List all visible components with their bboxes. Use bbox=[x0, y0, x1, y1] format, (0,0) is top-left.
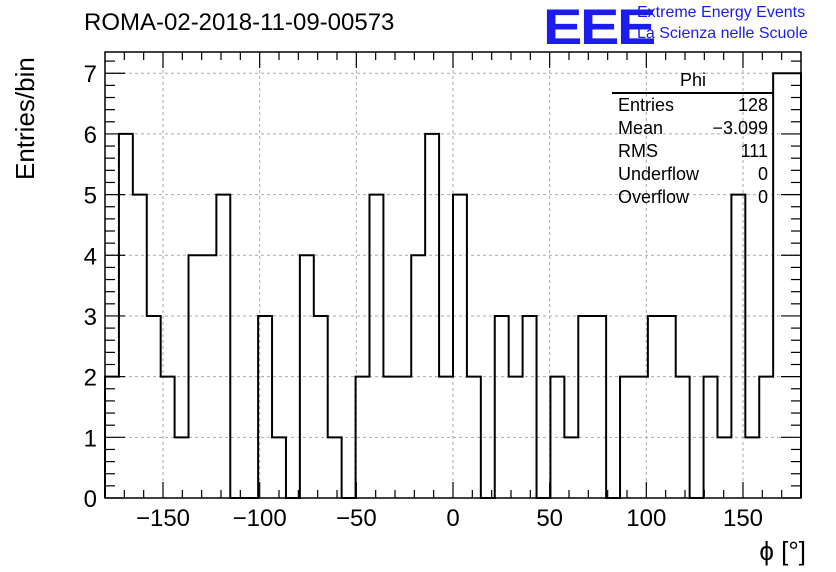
histogram-line bbox=[104, 72, 802, 499]
axis-ticks bbox=[105, 52, 801, 499]
stats-label: RMS bbox=[618, 141, 658, 161]
y-tick-label: 0 bbox=[84, 486, 97, 513]
stats-name: Phi bbox=[612, 70, 774, 94]
logo-line-1: Extreme Energy Events bbox=[637, 4, 806, 21]
x-tick-label: −100 bbox=[233, 505, 287, 532]
stats-box: Phi Entries 128 Mean −3.099 RMS 111 Underfl… bbox=[612, 70, 774, 209]
stats-row: Entries 128 bbox=[612, 94, 774, 117]
stats-row: Overflow 0 bbox=[612, 186, 774, 209]
x-tick-label: 100 bbox=[626, 505, 666, 532]
stats-value: 0 bbox=[757, 164, 768, 184]
y-tick-label: 4 bbox=[84, 243, 97, 270]
stats-value: 0 bbox=[757, 187, 768, 207]
x-axis-label: ϕ [°] bbox=[759, 536, 806, 566]
x-tick-label: 0 bbox=[446, 505, 459, 532]
y-tick-label: 3 bbox=[84, 304, 97, 331]
stats-row: RMS 111 bbox=[612, 140, 774, 163]
stats-value: 111 bbox=[740, 141, 768, 161]
chart-title: ROMA-02-2018-11-09-00573 bbox=[84, 9, 395, 36]
logo-line-2: La Scienza nelle Scuole bbox=[637, 25, 808, 42]
stats-label: Underflow bbox=[618, 164, 700, 184]
y-tick-labels: 0 1 2 3 4 5 6 7 bbox=[84, 61, 97, 513]
x-tick-label: 50 bbox=[536, 505, 563, 532]
y-tick-label: 1 bbox=[84, 425, 97, 452]
stats-label: Mean bbox=[618, 118, 664, 138]
y-axis-label: Entries/bin bbox=[10, 57, 40, 180]
stats-label: Entries bbox=[618, 95, 675, 115]
x-tick-label: −50 bbox=[336, 505, 377, 532]
stats-value: −3.099 bbox=[712, 118, 768, 138]
x-tick-labels: −150 −100 −50 0 50 100 150 bbox=[136, 505, 763, 532]
plot-frame bbox=[104, 51, 802, 499]
y-tick-label: 5 bbox=[84, 183, 97, 210]
x-tick-label: 150 bbox=[723, 505, 763, 532]
x-tick-label: −150 bbox=[136, 505, 190, 532]
y-tick-label: 6 bbox=[84, 122, 97, 149]
eee-logo: EEE bbox=[543, 0, 656, 55]
y-tick-label: 2 bbox=[84, 365, 97, 392]
y-tick-label: 7 bbox=[84, 61, 97, 88]
stats-value: 128 bbox=[737, 95, 768, 115]
stats-row: Underflow 0 bbox=[612, 163, 774, 186]
stats-row: Mean −3.099 bbox=[612, 117, 774, 140]
stats-label: Overflow bbox=[618, 187, 690, 207]
